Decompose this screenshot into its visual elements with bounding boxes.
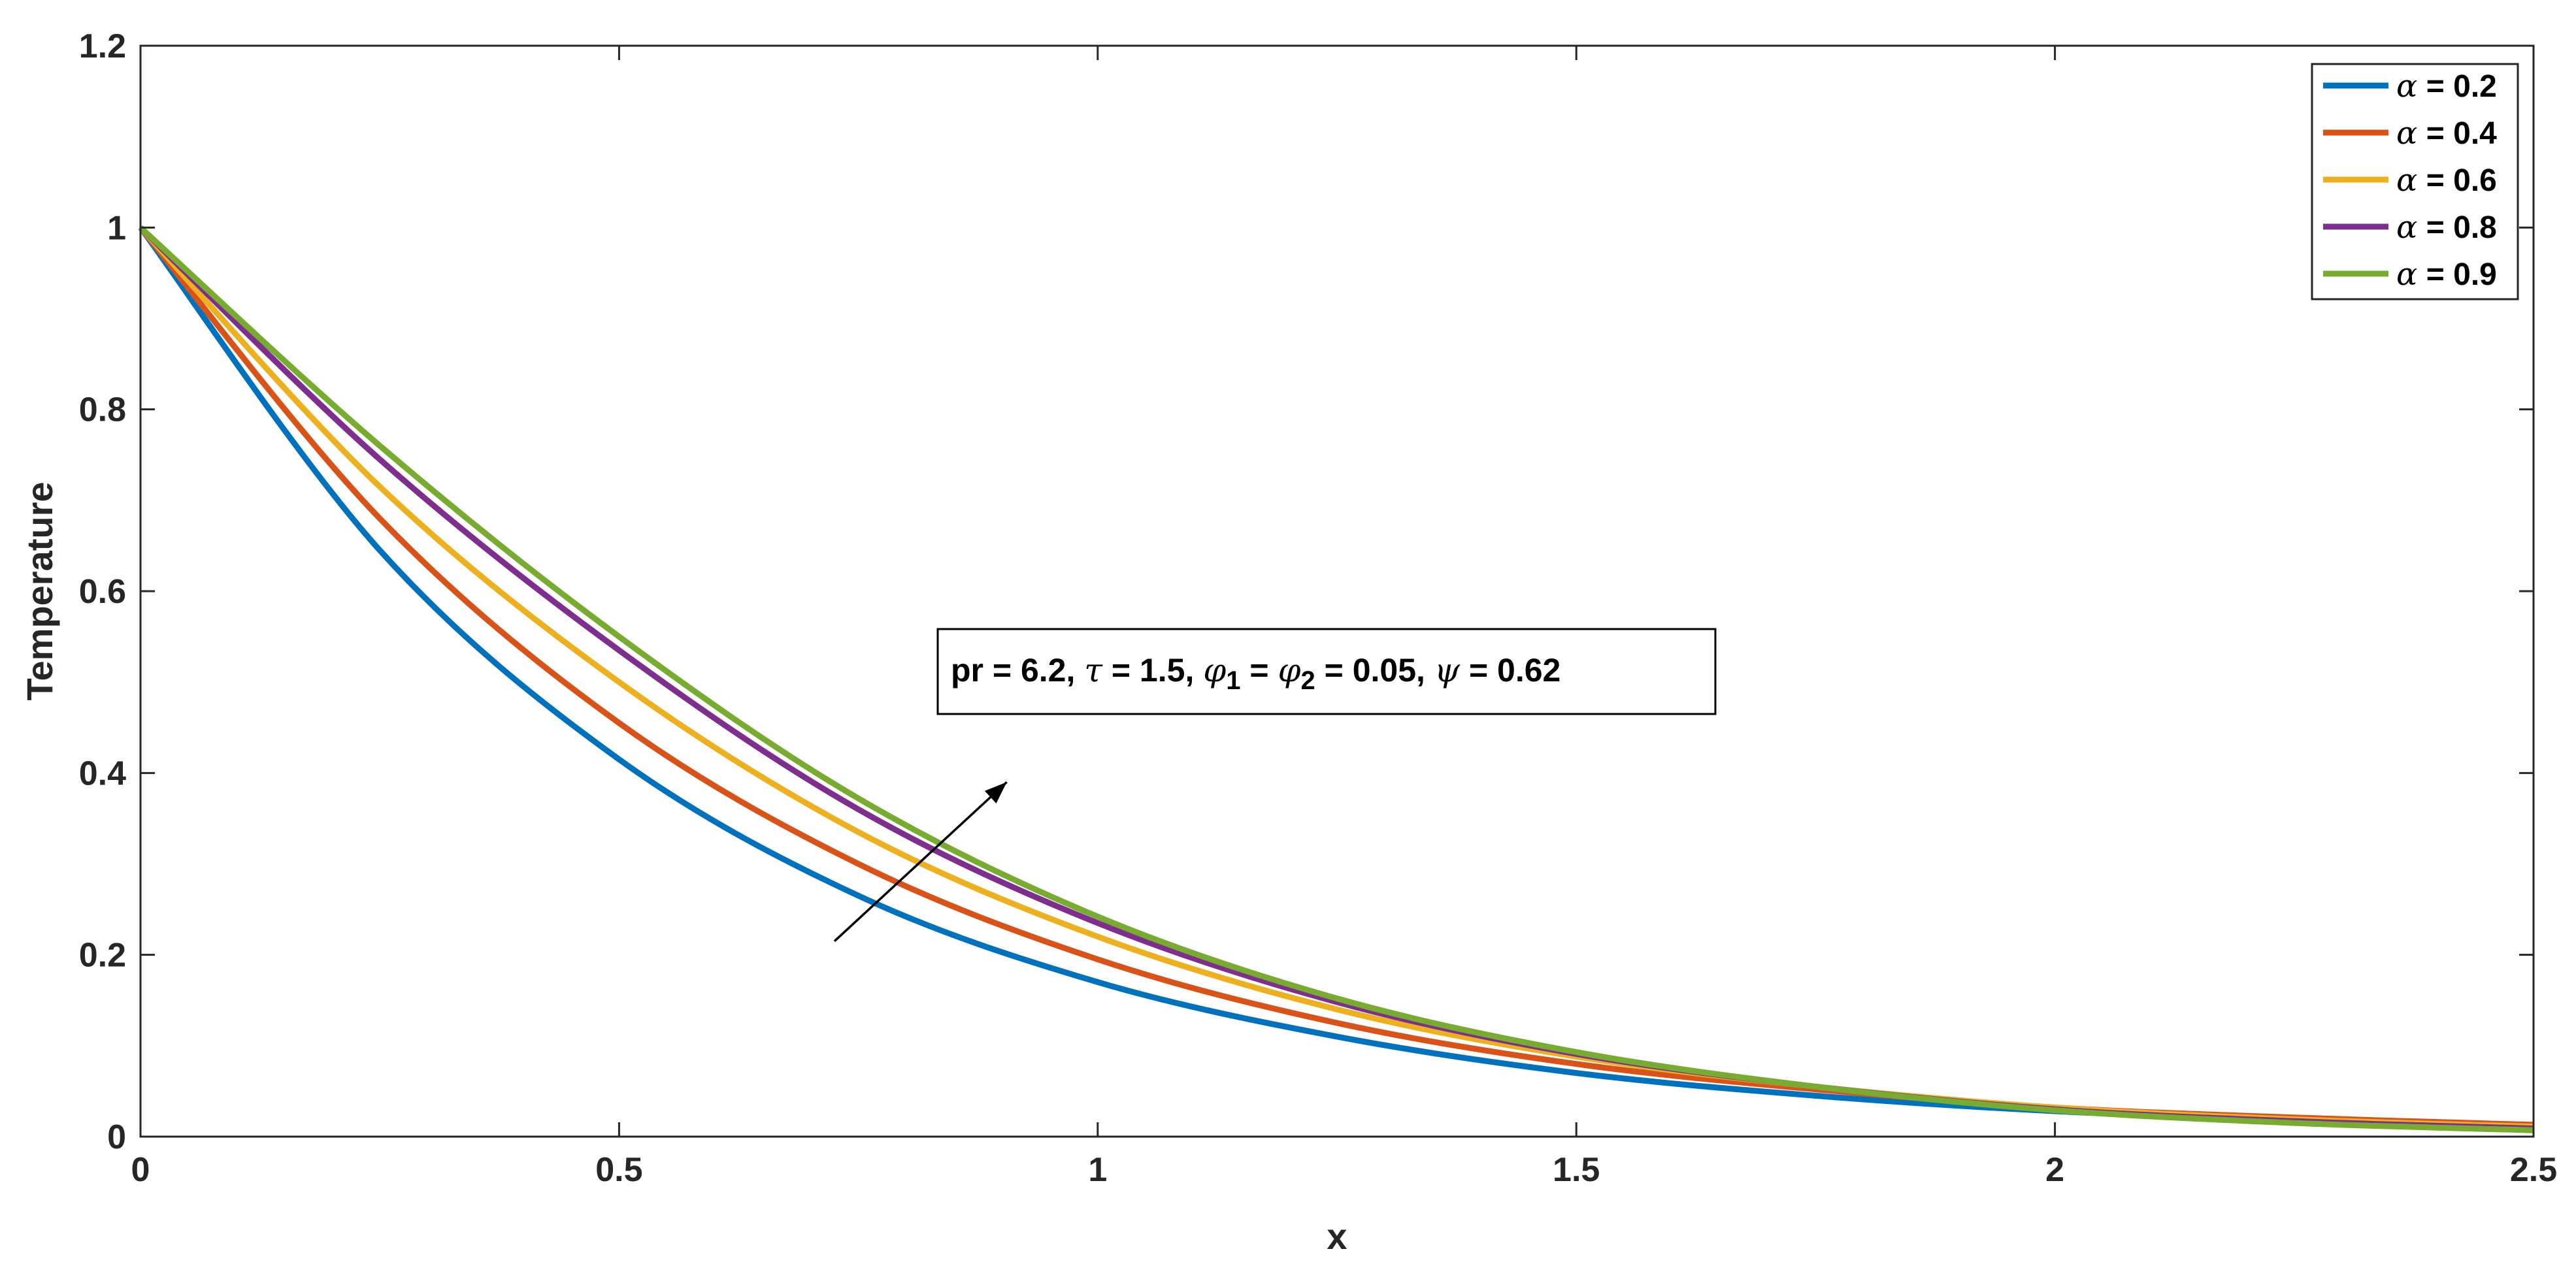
legend-symbol: α [2396,115,2417,152]
annotation-symbol: ψ [1434,651,1461,689]
legend-value: = 0.2 [2417,69,2496,104]
x-tick-label: 2 [2045,1151,2064,1189]
x-tick-labels: 0 0.5 1 1.5 2 2.5 [131,1151,2558,1189]
parameter-annotation: pr = 6.2, τ = 1.5, φ1 = φ2 = 0.05, ψ = 0… [936,628,1717,715]
x-tick-label: 0.5 [595,1151,642,1189]
legend-entry: α = 0.6 [2396,162,2497,199]
legend-entry: α = 0.9 [2396,256,2497,293]
annotation-text: pr = 6.2, τ = 1.5, φ1 = φ2 = 0.05, ψ = 0… [951,651,1560,695]
annotation-segment: = [1241,652,1278,689]
annotation-symbol: φ [1278,651,1300,689]
x-axis-label: x [1327,1216,1347,1257]
legend-symbol: α [2396,68,2417,105]
annotation-segment: = 0.62 [1460,652,1560,689]
y-tick-label: 0.6 [79,573,126,611]
annotation-segment: = 0.05, [1315,652,1434,689]
y-tick-label: 0.4 [79,754,126,792]
x-tick-label: 1 [1088,1151,1107,1189]
y-axis-label: Temperature [19,481,60,700]
annotation-segment: pr = 6.2, [951,652,1084,689]
series-lines [138,225,2534,1133]
arrow-shaft [833,781,1008,943]
legend-symbol: α [2396,162,2417,199]
legend-symbol: α [2396,256,2417,293]
annotation-segment: = 1.5, [1102,652,1203,689]
legend-value: = 0.4 [2417,116,2497,151]
legend-value: = 0.9 [2417,257,2496,292]
annotation-symbol: τ [1084,651,1103,689]
legend-entry: α = 0.8 [2396,209,2497,246]
y-tick-label: 1 [107,209,126,247]
legend-value: = 0.8 [2417,210,2496,245]
legend-entry: α = 0.2 [2396,68,2497,105]
tick-marks [139,44,2535,1138]
arrow-head [984,782,1007,803]
annotation-symbol: φ [1203,651,1226,689]
legend-symbol: α [2396,209,2417,246]
y-tick-labels: 0 0.2 0.4 0.6 0.8 1 1.2 [79,27,126,1156]
series-line-5 [138,225,2534,1133]
x-tick-label: 2.5 [2510,1151,2557,1189]
x-tick-label: 1.5 [1553,1151,1600,1189]
y-tick-label: 1.2 [79,27,126,65]
legend-entry: α = 0.4 [2396,115,2497,152]
annotation-subscript: 2 [1301,666,1315,695]
y-tick-label: 0.2 [79,937,126,975]
legend: α = 0.2α = 0.4α = 0.6α = 0.8α = 0.9 [2311,63,2519,300]
annotation-box [936,628,1717,715]
y-tick-label: 0 [107,1118,126,1156]
legend-value: = 0.6 [2417,163,2496,198]
x-tick-label: 0 [131,1151,150,1189]
y-tick-label: 0.8 [79,391,126,429]
trend-arrow [833,781,1008,943]
annotation-subscript: 1 [1226,666,1240,695]
